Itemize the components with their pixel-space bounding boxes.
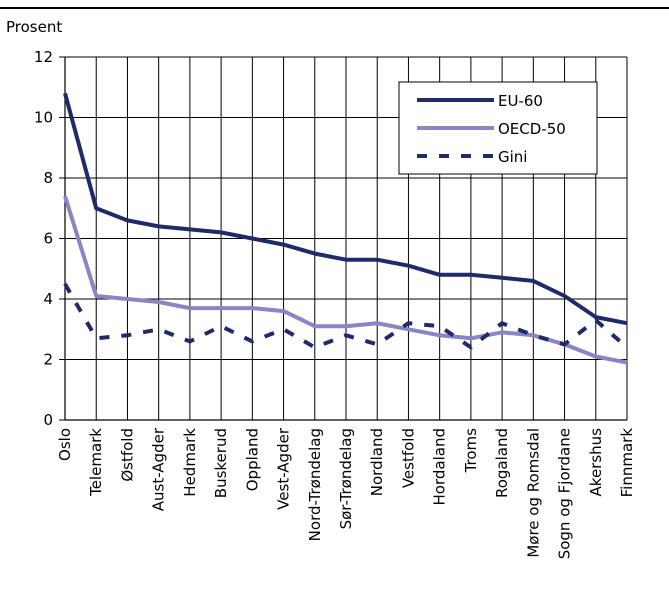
y-tick-label: 12 (34, 48, 53, 66)
legend-label: EU-60 (498, 92, 543, 110)
x-tick-label: Finnmark (618, 428, 636, 498)
x-tick-label: Sør-Trøndelag (337, 428, 355, 529)
x-tick-label: Troms (462, 428, 480, 474)
x-tick-label: Akershus (587, 428, 605, 497)
legend: EU-60 OECD-50 Gini (398, 81, 598, 175)
x-tick-label: Buskerud (212, 428, 230, 498)
grid (64, 56, 628, 421)
x-tick-label: Østfold (118, 428, 136, 482)
y-tick-label: 6 (43, 230, 53, 248)
legend-label: OECD-50 (498, 120, 566, 138)
x-tick-label: Vestfold (399, 428, 417, 488)
x-tick-label: Vest-Agder (275, 427, 293, 510)
y-tick-label: 2 (43, 351, 53, 369)
x-tick-label: Oppland (243, 428, 261, 491)
y-tick-label: 0 (43, 411, 53, 429)
x-tick-label: Aust-Agder (150, 427, 168, 511)
x-tick-label: Hordaland (431, 428, 449, 505)
series-line-eu-60 (63, 92, 628, 326)
y-tick-label: 8 (43, 169, 53, 187)
series-line-oecd-50 (63, 195, 628, 365)
x-tick-label: Oslo (56, 428, 74, 461)
legend-label: Gini (498, 148, 527, 166)
x-tick-label: Telemark (87, 428, 105, 497)
x-tick-label: Sogn og Fjordane (556, 428, 574, 559)
x-tick-label: Møre og Romsdal (524, 428, 542, 558)
x-tick-label: Nord-Trøndelag (306, 428, 324, 541)
y-tick-label: 4 (43, 290, 53, 308)
x-tick-label: Nordland (368, 428, 386, 496)
y-axis-unit-label: Prosent (6, 18, 62, 36)
y-tick-label: 10 (34, 109, 53, 127)
series-lines (63, 92, 629, 365)
x-tick-label: Rogaland (493, 428, 511, 498)
series-line-gini (63, 282, 629, 350)
axes: 0 2 4 6 8 10 12 Oslo Telemark Østfold Aust-Agder He… (34, 48, 636, 559)
x-tick-label: Hedmark (181, 428, 199, 497)
